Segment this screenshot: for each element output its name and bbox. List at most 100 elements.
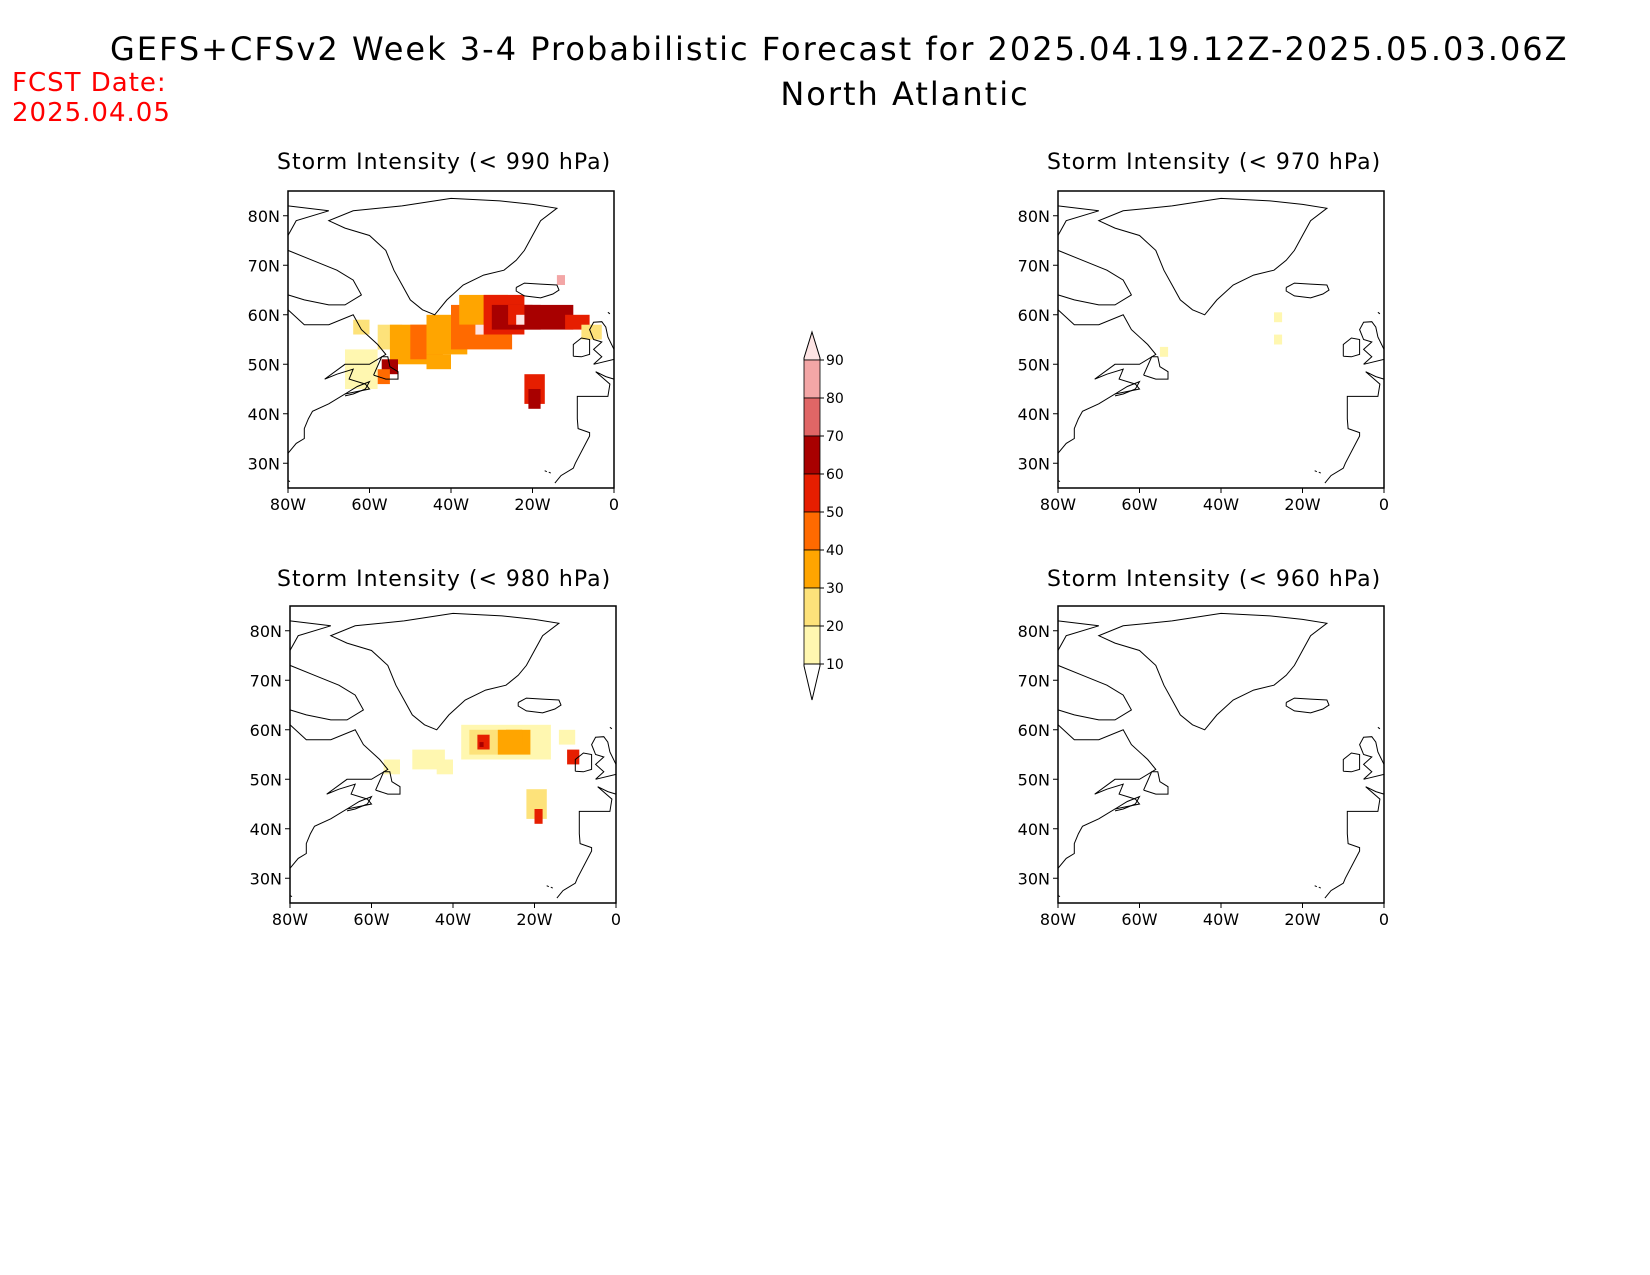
coastline [346,795,373,812]
colorbar-label: 70 [826,429,844,445]
prob-cell [1274,312,1283,323]
lon-label: 0 [611,910,621,929]
coastline [607,311,611,315]
coastline [287,309,387,454]
colorbar-segment [803,625,821,665]
lat-label: 80N [250,622,282,641]
coastline [1057,620,1099,651]
probability-field-980 [383,724,580,824]
coastline [1324,786,1385,899]
coastline [1143,356,1169,380]
colorbar-cap-bottom [803,663,821,701]
coastline [1342,337,1361,358]
lat-label: 40N [1018,820,1050,839]
prob-cell [581,324,602,340]
lat-label: 60N [1018,306,1050,325]
prob-cell [1159,346,1169,357]
prob-cell [1274,334,1283,345]
lat-label: 30N [1018,454,1050,473]
coastline [1342,752,1361,773]
lat-label: 30N [248,454,280,473]
coastline [287,205,329,236]
lon-label: 0 [609,495,619,514]
lon-label: 40W [435,910,471,929]
lon-label: 60W [353,910,389,929]
lat-label: 50N [1018,355,1050,374]
coastline [1114,380,1141,397]
coastline [515,282,560,299]
colorbar-cap-top [803,330,821,361]
map-frame [1057,605,1385,904]
colorbar-segment [803,549,821,589]
colorbar-segment [803,473,821,513]
coastline [1057,249,1133,306]
colorbar-label: 60 [826,467,844,483]
coastline [1314,470,1318,473]
lon-label: 80W [1040,495,1076,514]
colorbar-label: 40 [826,543,844,559]
panel-title-990: Storm Intensity (< 990 hPa) [277,150,612,175]
colorbar-label: 90 [826,353,844,369]
lat-label: 60N [1018,721,1050,740]
coastlines-970 [1057,197,1385,484]
prob-cell [528,389,541,409]
prob-cell [383,759,400,775]
lon-label: 80W [270,495,306,514]
lat-label: 30N [250,869,282,888]
panel-title-970: Storm Intensity (< 970 hPa) [1047,150,1382,175]
coastline [375,771,401,795]
coastline [548,471,552,474]
lon-label: 40W [433,495,469,514]
prob-cell [353,319,370,335]
map-panel-990: 80W 60W 40W 20W 0 80N 70N 60N 50N 40N 30N [248,190,619,514]
lat-label: 40N [248,405,280,424]
lat-label: 40N [1018,405,1050,424]
panel-title-980: Storm Intensity (< 980 hPa) [277,567,612,592]
colorbar-segment [803,435,821,475]
probability-field-970 [1159,312,1283,357]
coastline [572,337,591,358]
colorbar-label: 10 [826,657,844,673]
lon-label: 20W [1284,910,1320,929]
coastline [517,697,562,714]
coastline [1097,612,1329,731]
colorbar-label: 80 [826,391,844,407]
fcst-date-value: 2025.04.05 [12,98,171,128]
map-panel-960: 80W 60W 40W 20W 0 80N 70N 60N 50N 40N 30N [1018,605,1389,929]
coastline [1285,697,1330,714]
coastline [1377,311,1381,315]
lat-label: 70N [250,671,282,690]
coastline [574,752,593,773]
colorbar-segment [803,587,821,627]
lat-label: 70N [1018,256,1050,275]
coastline [344,380,371,397]
coastline [1318,471,1322,474]
coastline [591,736,617,780]
coastlines-960 [1057,612,1385,899]
prob-cell [479,742,484,747]
lon-label: 0 [1379,910,1389,929]
lat-label: 70N [1018,671,1050,690]
coastline [327,197,559,316]
map-panel-970: 80W 60W 40W 20W 0 80N 70N 60N 50N 40N 30N [1018,190,1389,514]
coastline [1318,886,1322,889]
prob-cell [436,759,453,775]
coastline [1057,724,1157,869]
prob-cell [534,809,543,824]
coastline [1359,321,1385,365]
lat-label: 80N [1018,207,1050,226]
coastline [1314,885,1318,888]
lat-label: 80N [248,207,280,226]
map-panel-980: 80W 60W 40W 20W 0 80N 70N 60N 50N 40N 30N [250,605,621,929]
colorbar-label: 20 [826,619,844,635]
lon-label: 40W [1203,495,1239,514]
lon-label: 60W [1121,910,1157,929]
coastline [556,786,617,899]
probability-colorbar: 10 20 30 40 50 60 70 80 90 [803,330,844,701]
lon-label: 60W [351,495,387,514]
coastline [1143,771,1169,795]
colorbar-label: 30 [826,581,844,597]
prob-cell [556,275,565,285]
prob-cell [558,729,576,745]
lat-label: 30N [1018,869,1050,888]
